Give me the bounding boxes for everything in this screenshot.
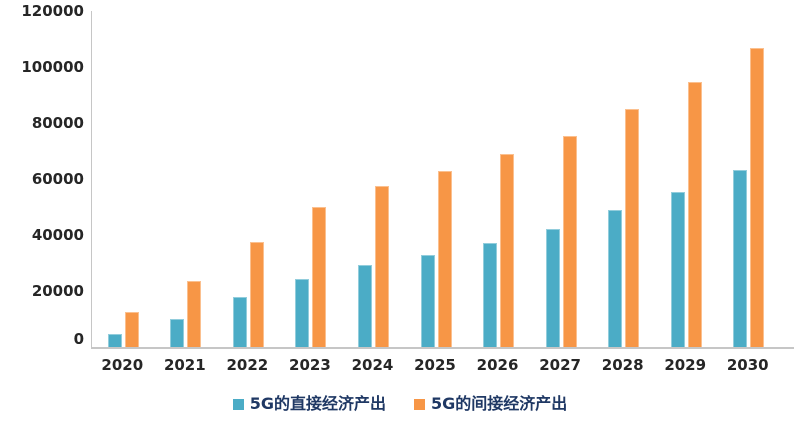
- legend-swatch-direct-icon: [232, 398, 244, 410]
- legend-label-direct: 5G的直接经济产出: [249, 394, 386, 413]
- x-axis-tick-label: 2030: [726, 356, 769, 374]
- bar-direct-2028: [608, 210, 623, 347]
- bar-indirect-2027: [562, 135, 577, 347]
- bar-indirect-2022: [249, 242, 264, 347]
- bar-direct-2020: [107, 333, 122, 347]
- y-axis-tick-label: 20000: [31, 282, 84, 300]
- bar-indirect-2021: [187, 281, 202, 347]
- bar-direct-2023: [295, 278, 310, 347]
- bar-indirect-2030: [750, 48, 765, 347]
- x-axis-tick-label: 2024: [351, 356, 394, 374]
- bar-direct-2024: [357, 264, 372, 347]
- y-axis-tick-label: 80000: [31, 114, 84, 132]
- x-axis-tick-label: 2025: [414, 356, 456, 374]
- bar-direct-2027: [545, 229, 560, 347]
- bar-direct-2030: [733, 169, 748, 347]
- bar-group-2021: [155, 11, 218, 347]
- bar-group-2020: [92, 11, 155, 347]
- x-axis-tick-label: 2027: [539, 356, 581, 374]
- legend-swatch-indirect-icon: [414, 398, 425, 410]
- bar-indirect-2025: [437, 171, 452, 347]
- bar-direct-2021: [170, 319, 185, 347]
- x-axis-tick-label: 2028: [601, 356, 644, 374]
- bar-group-2026: [467, 11, 530, 347]
- bar-indirect-2029: [687, 82, 702, 347]
- bars: [92, 11, 780, 347]
- bar-group-2030: [717, 11, 780, 347]
- bar-group-2022: [217, 11, 280, 347]
- bar-indirect-2023: [312, 207, 327, 347]
- y-axis-tick-label: 120000: [21, 2, 84, 20]
- x-axis-tick-label: 2026: [476, 356, 519, 374]
- bar-group-2029: [655, 11, 718, 347]
- x-axis: 2020 2021 2022 2023 2024 2025 2026 2027 2028 2029…: [91, 356, 779, 374]
- bar-direct-2029: [670, 191, 685, 347]
- bar-group-2023: [280, 11, 343, 347]
- bar-group-2024: [342, 11, 405, 347]
- bar-direct-2026: [483, 242, 498, 347]
- bar-group-2028: [592, 11, 655, 347]
- bar-group-2025: [405, 11, 468, 347]
- x-axis-tick-label: 2029: [664, 356, 707, 374]
- bar-direct-2022: [232, 297, 247, 347]
- y-axis-tick-label: 100000: [21, 58, 84, 76]
- bar-indirect-2020: [124, 312, 139, 347]
- y-axis: 0 20000 40000 60000 80000 100000 120000: [0, 0, 84, 422]
- y-axis-tick-label: 60000: [31, 170, 84, 188]
- legend-item-indirect: 5G的间接经济产出: [414, 395, 567, 413]
- legend-label-indirect: 5G的间接经济产出: [431, 394, 568, 413]
- legend: 5G的直接经济产出 5G的间接经济产出: [0, 395, 800, 413]
- y-axis-tick-label: 0: [73, 330, 84, 348]
- bar-indirect-2026: [500, 153, 515, 347]
- y-axis-tick-label: 40000: [31, 226, 84, 244]
- x-axis-tick-label: 2022: [226, 356, 269, 374]
- bar-indirect-2024: [374, 186, 389, 347]
- legend-item-direct: 5G的直接经济产出: [232, 394, 386, 413]
- bar-indirect-2028: [625, 109, 640, 347]
- x-axis-tick-label: 2020: [101, 356, 144, 374]
- x-axis-tick-label: 2021: [163, 356, 206, 374]
- bar-direct-2025: [420, 254, 435, 347]
- x-axis-tick-label: 2023: [289, 356, 331, 374]
- plot-area: [91, 11, 794, 349]
- bar-group-2027: [530, 11, 593, 347]
